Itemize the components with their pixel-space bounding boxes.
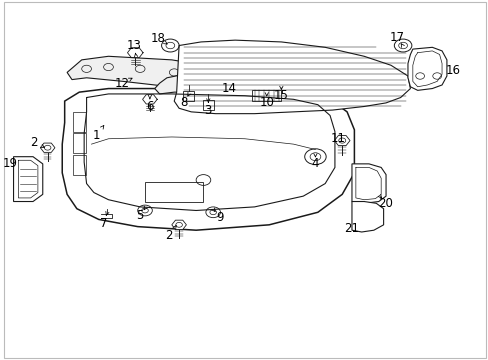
Text: 12: 12 xyxy=(114,77,129,90)
Polygon shape xyxy=(14,157,42,202)
Text: 14: 14 xyxy=(221,82,236,95)
Bar xyxy=(145,182,203,202)
Polygon shape xyxy=(334,136,349,145)
Text: 19: 19 xyxy=(2,157,18,170)
Text: 8: 8 xyxy=(180,96,187,109)
Text: 5: 5 xyxy=(136,210,143,222)
Text: 17: 17 xyxy=(388,31,404,44)
Polygon shape xyxy=(351,202,383,232)
Text: 15: 15 xyxy=(273,89,288,102)
Text: 1: 1 xyxy=(92,129,100,142)
Bar xyxy=(183,91,194,101)
Polygon shape xyxy=(67,56,278,98)
Bar xyxy=(73,134,85,153)
Text: 11: 11 xyxy=(330,132,345,145)
Text: 21: 21 xyxy=(344,222,359,235)
Polygon shape xyxy=(351,164,385,203)
Polygon shape xyxy=(174,40,409,114)
Text: 18: 18 xyxy=(150,32,165,45)
Bar xyxy=(73,155,85,175)
Polygon shape xyxy=(171,220,186,229)
Text: 10: 10 xyxy=(259,96,274,109)
Bar xyxy=(73,112,85,132)
Bar xyxy=(252,90,281,101)
Text: 2: 2 xyxy=(30,136,38,149)
Polygon shape xyxy=(62,89,354,230)
Polygon shape xyxy=(40,143,55,152)
Text: 7: 7 xyxy=(100,216,107,230)
Polygon shape xyxy=(407,47,446,90)
Text: 9: 9 xyxy=(215,211,223,224)
Bar xyxy=(203,100,213,110)
Text: 2: 2 xyxy=(165,229,173,242)
Text: 6: 6 xyxy=(146,100,153,113)
Text: 20: 20 xyxy=(378,197,393,210)
Text: 4: 4 xyxy=(311,157,319,170)
Text: 16: 16 xyxy=(445,64,460,77)
Polygon shape xyxy=(154,71,339,108)
Text: 3: 3 xyxy=(204,104,212,117)
Text: 13: 13 xyxy=(126,39,141,52)
